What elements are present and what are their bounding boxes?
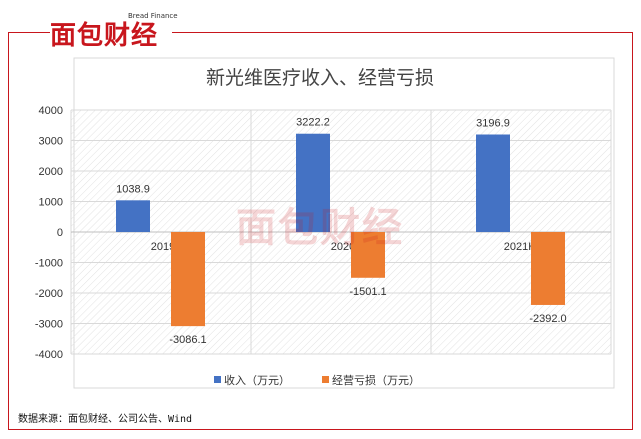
- frame-left-line: [8, 32, 9, 430]
- y-tick-label: -1000: [35, 258, 63, 270]
- data-label: 1038.9: [116, 183, 150, 195]
- chart-title: 新光维医疗收入、经营亏损: [206, 67, 434, 89]
- revenue-bar: [476, 134, 510, 232]
- y-tick-label: 3000: [39, 136, 63, 148]
- loss-bar: [351, 232, 385, 278]
- data-label: 3196.9: [476, 117, 510, 129]
- legend-label: 经营亏损（万元）: [332, 373, 420, 387]
- frame-top-line: [172, 32, 633, 33]
- brand-logo-text: 面包财经: [50, 21, 159, 51]
- data-label: 3222.2: [296, 117, 330, 129]
- brand-logo-subtitle: Bread Finance: [128, 12, 178, 20]
- frame-right-line: [632, 32, 633, 430]
- y-tick-label: -2000: [35, 288, 63, 300]
- frame-top-line: [8, 32, 50, 33]
- source-note: 数据来源：面包财经、公司公告、Wind: [18, 414, 193, 425]
- y-tick-label: 2000: [39, 166, 63, 178]
- data-label: -1501.1: [349, 286, 386, 298]
- y-tick-label: 1000: [39, 197, 63, 209]
- loss-bar: [171, 232, 205, 327]
- legend-label: 收入（万元）: [224, 373, 290, 387]
- y-tick-label: -4000: [35, 349, 63, 361]
- legend-swatch-revenue: [214, 376, 221, 383]
- x-tick-label: 2020: [331, 241, 355, 253]
- y-tick-label: 0: [57, 227, 63, 239]
- legend-swatch-loss: [322, 376, 329, 383]
- brand-logo: 面包财经 Bread Finance: [50, 12, 178, 51]
- data-label: -3086.1: [169, 334, 206, 346]
- data-label: -2392.0: [529, 313, 566, 325]
- y-tick-label: -3000: [35, 319, 63, 331]
- x-tick-label: 2019: [151, 241, 175, 253]
- loss-bar: [531, 232, 565, 305]
- revenue-bar: [296, 133, 330, 232]
- y-tick-label: 4000: [39, 105, 63, 117]
- revenue-bar: [116, 200, 150, 232]
- frame-bottom-line: [8, 429, 633, 430]
